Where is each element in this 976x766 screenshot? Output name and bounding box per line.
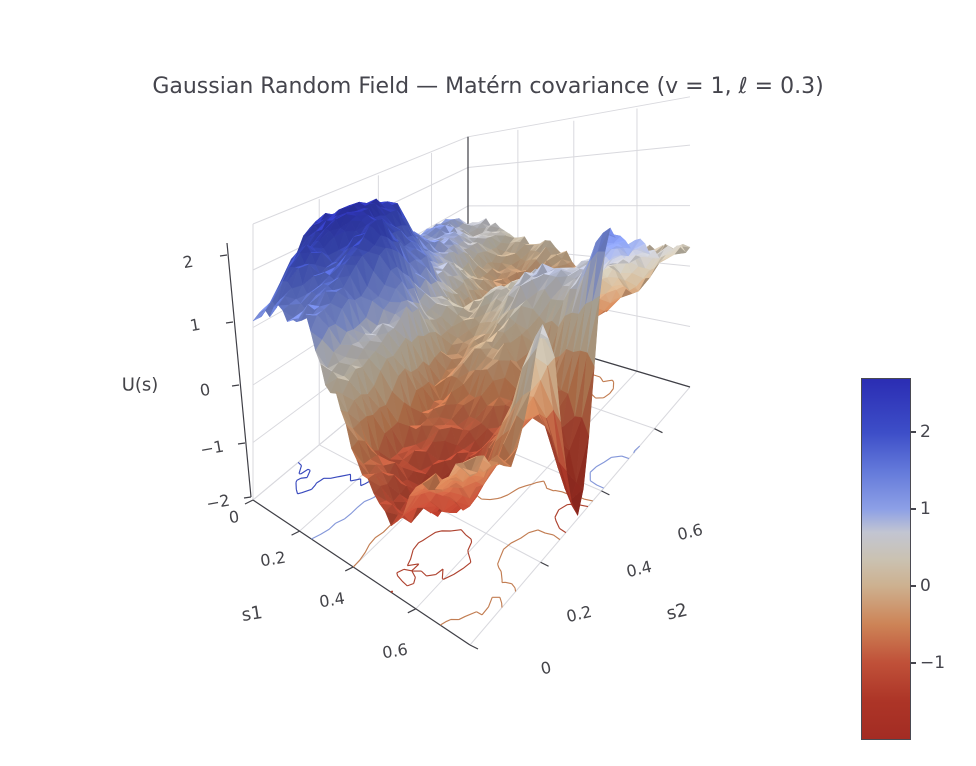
colorbar-tick-label: 2 <box>920 421 931 442</box>
z-tick-label: −1 <box>198 436 226 460</box>
colorbar-tick-label: −1 <box>920 652 946 673</box>
colorbar-tick-mark <box>911 430 916 433</box>
colorbar <box>861 378 911 740</box>
colorbar-tick-mark <box>911 661 916 664</box>
colorbar-tick-label: 1 <box>920 498 931 519</box>
x-axis-title: s1 <box>240 601 264 627</box>
colorbar-tick-label: 0 <box>920 575 931 596</box>
x-tick-label: 0.4 <box>317 588 347 612</box>
x-tick-label: 0.2 <box>258 547 288 571</box>
z-axis-title: U(s) <box>121 374 159 396</box>
colorbar-tick-mark <box>911 584 916 587</box>
colorbar-tick-mark <box>911 507 916 510</box>
x-tick-label: 0.6 <box>380 639 410 663</box>
